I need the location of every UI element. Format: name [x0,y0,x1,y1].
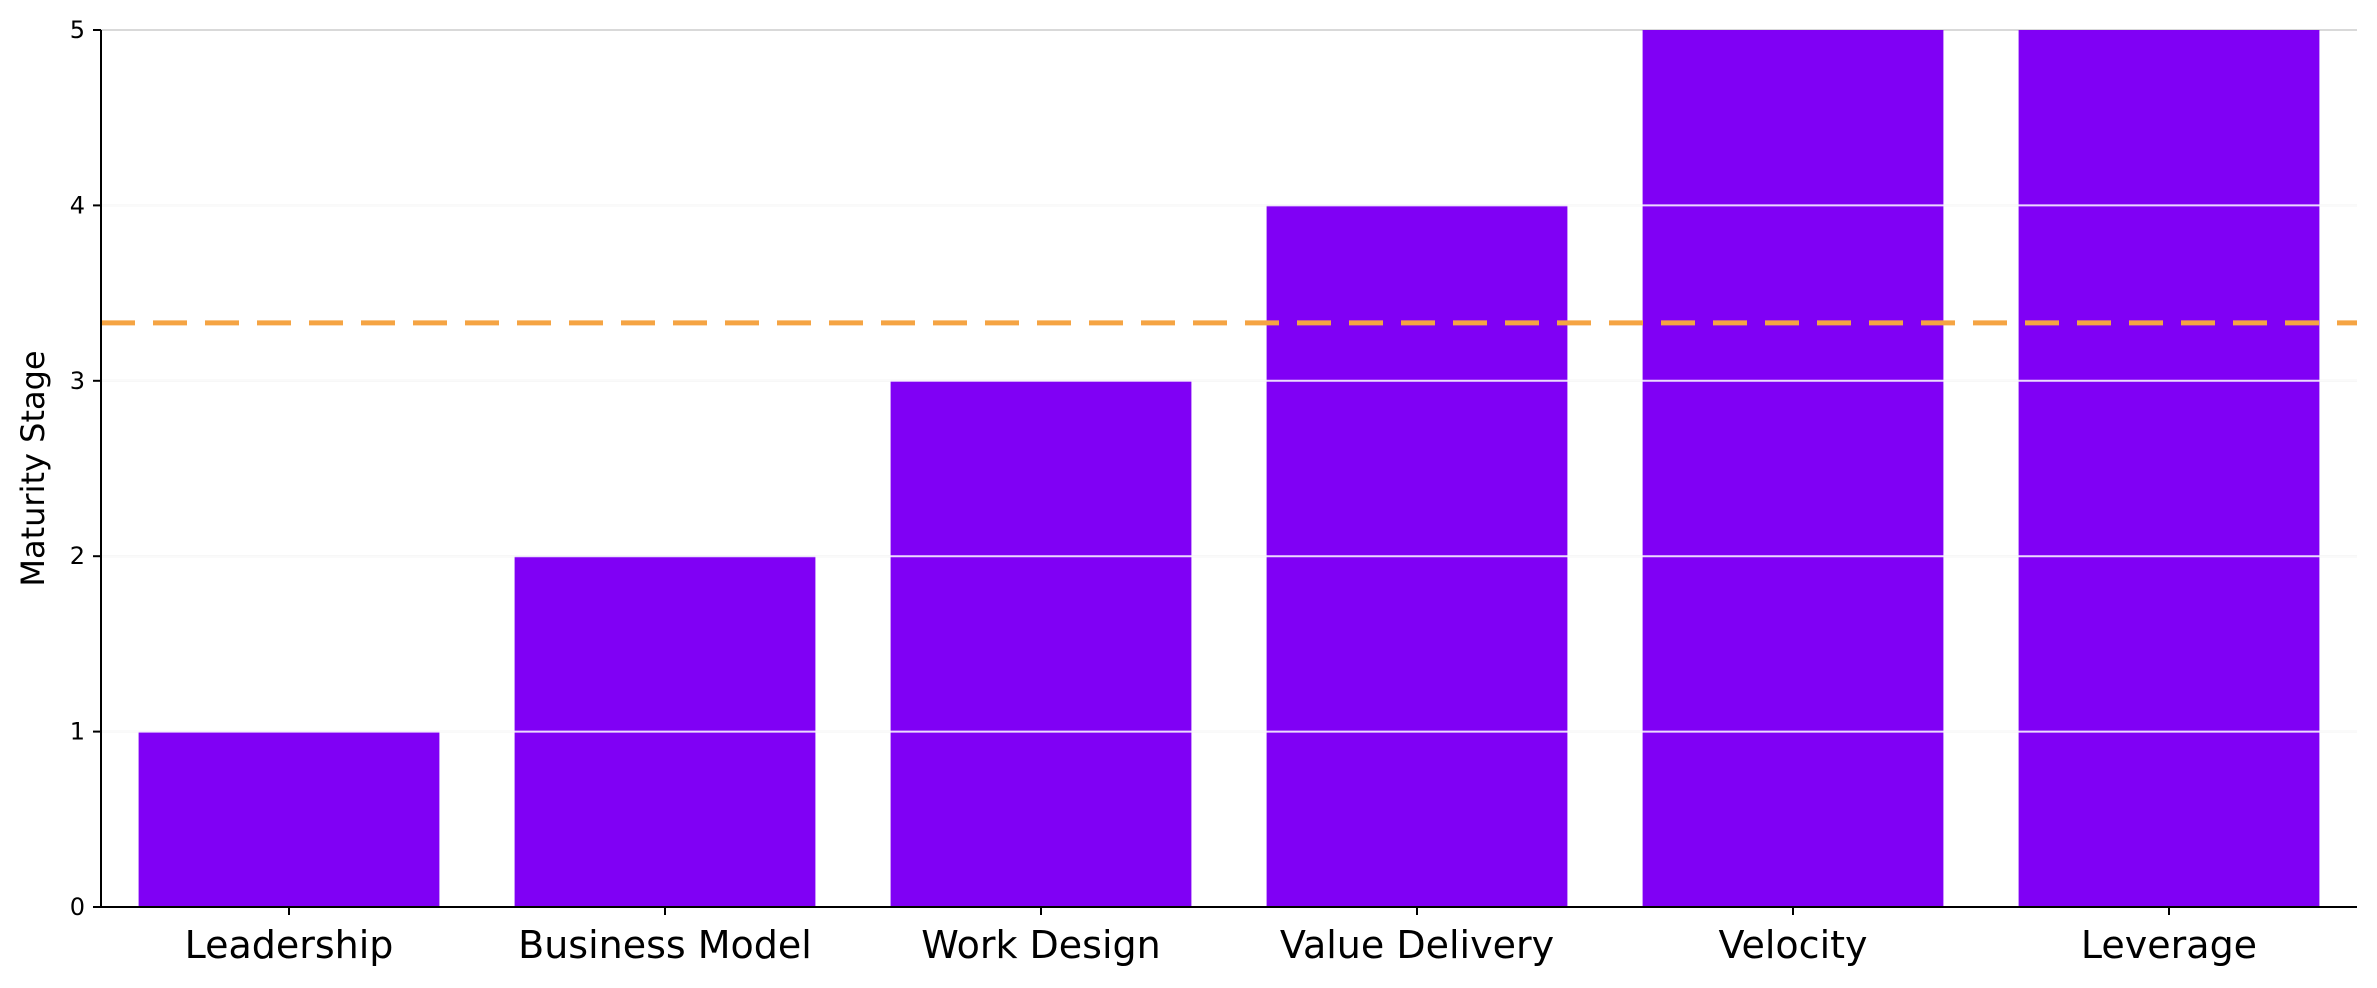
y-ticks: 0 1 2 3 4 5 [70,16,101,921]
overlay-grid-lines [101,204,2357,733]
y-tick-label: 2 [70,542,85,570]
bar-leadership [138,731,440,907]
x-tick-label: Business Model [518,923,812,967]
y-tick-label: 5 [70,16,85,44]
bar-work-design [890,380,1192,907]
y-tick-label: 0 [70,893,85,921]
x-tick-label: Velocity [1718,923,1867,967]
y-tick-label: 1 [70,718,85,746]
x-tick-label: Value Delivery [1280,923,1554,967]
y-axis-label: Maturity Stage [14,350,52,586]
bar-leverage [2018,30,2320,907]
y-tick-label: 3 [70,367,85,395]
bars [138,30,2320,907]
axes [100,30,2357,908]
y-tick-label: 4 [70,191,85,219]
bar-velocity [1642,30,1944,907]
x-tick-label: Leverage [2081,923,2257,967]
x-ticks: Leadership Business Model Work Design Value… [185,907,2257,967]
x-tick-label: Work Design [921,923,1161,967]
x-tick-label: Leadership [185,923,394,967]
